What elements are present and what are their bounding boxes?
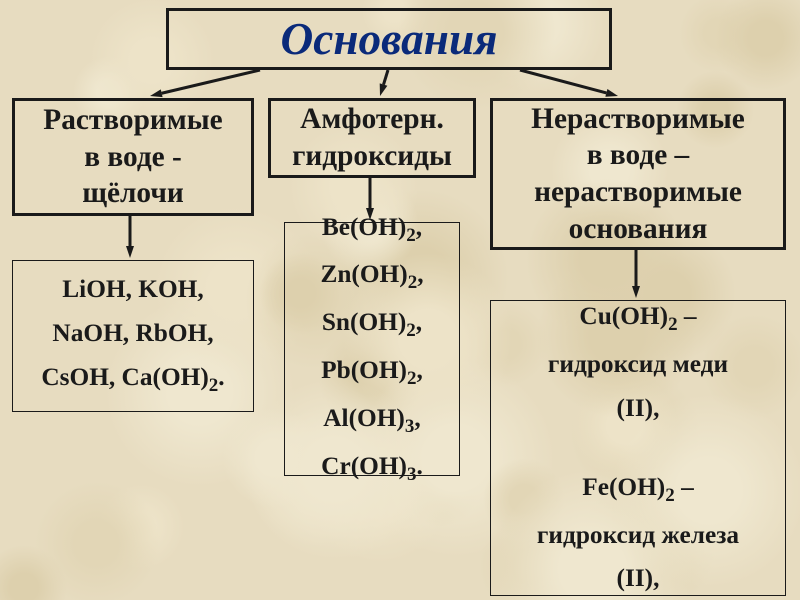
example-line: Pb(OH)2, xyxy=(321,355,423,391)
arrowhead-insoluble-to-ex xyxy=(632,286,640,298)
examples-amphoteric: Be(OH)2,Zn(OH)2,Sn(OH)2,Pb(OH)2,Al(OH)3,… xyxy=(284,222,460,476)
example-line: Be(OH)2, xyxy=(322,212,422,248)
title-text: Основания xyxy=(280,11,497,68)
arrowhead-title-to-amphoteric xyxy=(380,83,388,96)
category-line: в воде – xyxy=(587,137,689,174)
examples-soluble: LiOH, KOH, NaOH, RbOH, CsOH, Ca(OH)2. xyxy=(12,260,254,412)
example-line: Al(OH)3, xyxy=(323,403,420,439)
example-line: NaOH, RbOH, xyxy=(52,318,213,350)
category-insoluble: Нерастворимыев воде –нерастворимыеоснова… xyxy=(490,98,786,250)
arrowhead-title-to-insoluble xyxy=(605,89,618,97)
example-line: (II), xyxy=(617,393,660,425)
example-line: Zn(OH)2, xyxy=(320,259,423,295)
example-line xyxy=(635,432,641,464)
category-line: гидроксиды xyxy=(292,138,452,175)
category-line: Нерастворимые xyxy=(531,101,745,138)
category-line: основания xyxy=(569,211,708,248)
arrowhead-soluble-to-ex xyxy=(126,246,134,258)
example-line: Cr(OH)3. xyxy=(321,451,423,487)
examples-insoluble: Cu(OH)2 – гидроксид меди (II), Fe(OH)2 – ги… xyxy=(490,300,786,596)
category-line: нерастворимые xyxy=(534,174,742,211)
category-line: Растворимые xyxy=(43,102,222,139)
category-line: Амфотерн. xyxy=(300,101,444,138)
arrow-title-to-insoluble xyxy=(520,70,606,93)
example-line: гидроксид меди xyxy=(548,349,728,381)
example-line: (II), xyxy=(617,563,660,595)
category-line: в воде - xyxy=(84,139,182,176)
example-line: Cu(OH)2 – xyxy=(579,301,696,337)
title-box: Основания xyxy=(166,8,612,70)
example-line: Sn(OH)2, xyxy=(322,307,422,343)
example-line: LiOH, KOH, xyxy=(62,274,203,306)
category-amphoteric: Амфотерн.гидроксиды xyxy=(268,98,476,178)
example-line: CsOH, Ca(OH)2. xyxy=(41,362,224,398)
category-line: щёлочи xyxy=(82,175,184,212)
example-line: Fe(OH)2 – xyxy=(582,472,693,508)
arrow-title-to-soluble xyxy=(162,70,260,93)
category-soluble: Растворимыев воде -щёлочи xyxy=(12,98,254,216)
arrowhead-title-to-soluble xyxy=(150,89,163,97)
arrow-title-to-amphoteric xyxy=(384,70,388,85)
diagram-root: Основания Растворимыев воде -щёлочи Амфо… xyxy=(0,0,800,600)
example-line: гидроксид железа xyxy=(537,520,739,552)
